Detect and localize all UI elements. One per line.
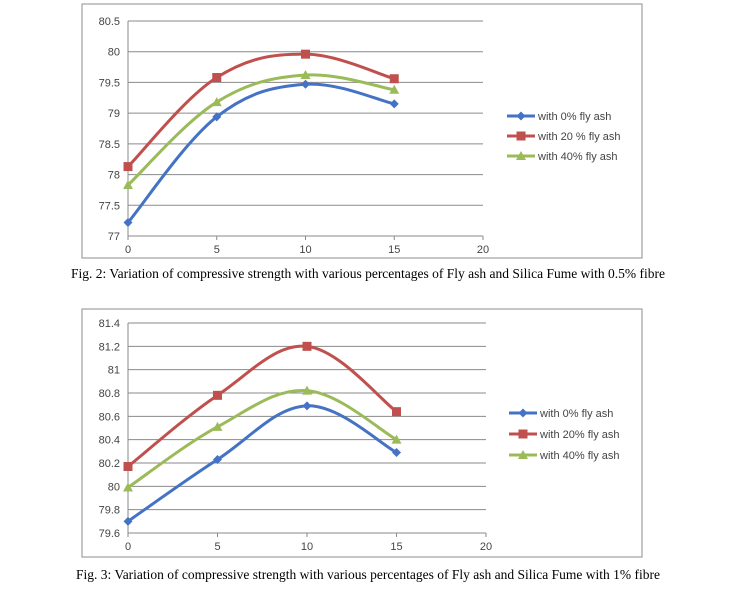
fig3-data-point <box>392 407 401 417</box>
fig2-series-1 <box>123 49 399 172</box>
fig2-legend-label: with 0% fly ash <box>537 111 611 123</box>
fig3-legend-marker <box>518 429 528 439</box>
fig2-legend: with 0% fly ash with 20 % fly ash with 40%… <box>507 111 621 163</box>
fig2-data-point <box>212 73 222 83</box>
fig2-y-tick-label: 77.5 <box>99 200 120 212</box>
fig2-x-tick-label: 20 <box>477 244 489 256</box>
fig2-legend-marker <box>516 131 526 141</box>
fig3-legend-marker <box>518 408 528 418</box>
fig3-series-2 <box>123 385 402 492</box>
fig3-legend-label: with 20% fly ash <box>539 429 619 441</box>
fig2-legend-label: with 40% fly ash <box>537 151 617 163</box>
fig3-y-tick-label: 79.6 <box>99 528 120 540</box>
figure-2-caption: Fig. 2: Variation of compressive strengt… <box>70 266 665 281</box>
fig2-y-tick-label: 78.5 <box>99 139 120 151</box>
fig3-y-tick-label: 81.2 <box>99 341 120 353</box>
fig2-legend-marker <box>516 111 526 121</box>
fig2-y-tick-label: 79.5 <box>99 77 120 89</box>
fig2-chart-frame <box>81 3 643 259</box>
fig3-series-1 <box>123 341 401 471</box>
fig3-legend-label: with 40% fly ash <box>539 450 619 462</box>
fig2-x-tick-label: 5 <box>214 244 220 256</box>
fig2-y-tick-label: 80.5 <box>99 16 120 28</box>
fig2-y-tick-label: 78 <box>108 170 120 182</box>
fig2-series-line <box>126 52 396 169</box>
figure-3-caption: Fig. 3: Variation of compressive strengt… <box>76 567 660 582</box>
fig3-chart-frame <box>81 308 643 558</box>
fig2-y-tick-label: 79 <box>108 108 120 120</box>
chart-fig3: 79.6 79.8 80 80.2 80.4 80.6 80.8 81 81.2 81.4 0 5 10… <box>81 308 643 558</box>
fig3-data-point <box>392 448 401 457</box>
fig3-legend-label: with 0% fly ash <box>539 408 613 420</box>
fig3-y-tick-label: 80 <box>108 481 120 493</box>
fig2-y-tick-label: 80 <box>108 47 120 59</box>
fig3-data-point <box>391 434 402 444</box>
fig3-data-point <box>213 455 222 464</box>
fig3-series-line <box>126 344 398 468</box>
fig2-legend-label: with 20 % fly ash <box>537 131 621 143</box>
fig3-data-point <box>123 482 133 492</box>
fig3-data-point <box>302 385 312 395</box>
fig3-data-point <box>123 516 133 526</box>
fig2-data-point <box>389 74 399 84</box>
fig2-x-tick-label: 0 <box>125 244 131 256</box>
fig3-legend-marker <box>518 450 528 459</box>
fig2-legend-marker <box>516 151 526 160</box>
fig3-y-tick-label: 79.8 <box>99 505 120 517</box>
fig2-x-tick-label: 10 <box>299 244 311 256</box>
fig3-y-tick-label: 80.8 <box>99 388 120 400</box>
fig2-series-line <box>126 73 396 187</box>
fig2-data-point <box>389 99 399 109</box>
fig3-series-line <box>126 404 398 523</box>
fig3-y-tick-label: 81.4 <box>99 318 120 330</box>
fig3-y-tick-label: 80.2 <box>99 458 120 470</box>
fig2-series-line <box>126 82 396 224</box>
fig2-data-point <box>211 97 222 107</box>
fig3-data-point <box>212 421 223 431</box>
fig2-data-point <box>123 162 133 172</box>
fig2-data-point <box>300 70 311 80</box>
fig3-y-tick-label: 81 <box>108 365 120 377</box>
fig3-data-point <box>302 401 312 411</box>
fig3-x-tick-label: 15 <box>390 541 402 553</box>
fig3-y-tick-label: 80.4 <box>99 435 120 447</box>
fig2-data-point <box>123 217 133 227</box>
fig2-data-point <box>301 79 310 89</box>
fig3-x-tick-label: 10 <box>301 541 313 553</box>
fig3-series-line <box>126 389 398 489</box>
fig2-series-2 <box>123 70 400 190</box>
fig2-y-tick-labels: 77 77.5 78 78.5 79 79.5 80 80.5 <box>99 16 120 243</box>
figure-3: 79.6 79.8 80 80.2 80.4 80.6 80.8 81 81.2 81.4 0 5 10… <box>0 305 736 591</box>
fig2-x-tick-label: 15 <box>388 244 400 256</box>
fig2-x-tick-labels: 0 5 10 15 20 <box>125 236 489 256</box>
fig3-data-point <box>302 341 312 351</box>
fig2-data-point <box>301 49 310 59</box>
fig2-data-point <box>389 84 400 94</box>
fig2-data-point <box>212 112 222 122</box>
fig3-x-tick-label: 5 <box>214 541 220 553</box>
chart-fig2: 77 77.5 78 78.5 79 79.5 80 80.5 0 5 10 15 20 with 0% … <box>81 3 643 259</box>
fig3-series-0 <box>123 401 401 526</box>
fig2-y-tick-label: 77 <box>108 231 120 243</box>
fig3-x-tick-label: 0 <box>125 541 131 553</box>
fig3-data-point <box>123 462 133 471</box>
fig3-data-point <box>213 390 222 400</box>
fig3-x-tick-labels: 0 5 10 15 20 <box>125 533 492 553</box>
fig3-y-tick-labels: 79.6 79.8 80 80.2 80.4 80.6 80.8 81 81.2 81.4 <box>99 318 120 540</box>
fig2-series-0 <box>123 79 399 227</box>
fig3-legend: with 0% fly ash with 20% fly ash with 40% … <box>509 408 619 462</box>
fig2-data-point <box>123 180 133 190</box>
fig3-x-tick-label: 20 <box>480 541 492 553</box>
fig3-y-tick-label: 80.6 <box>99 411 120 423</box>
figure-2: 77 77.5 78 78.5 79 79.5 80 80.5 0 5 10 15 20 with 0% … <box>70 3 665 281</box>
